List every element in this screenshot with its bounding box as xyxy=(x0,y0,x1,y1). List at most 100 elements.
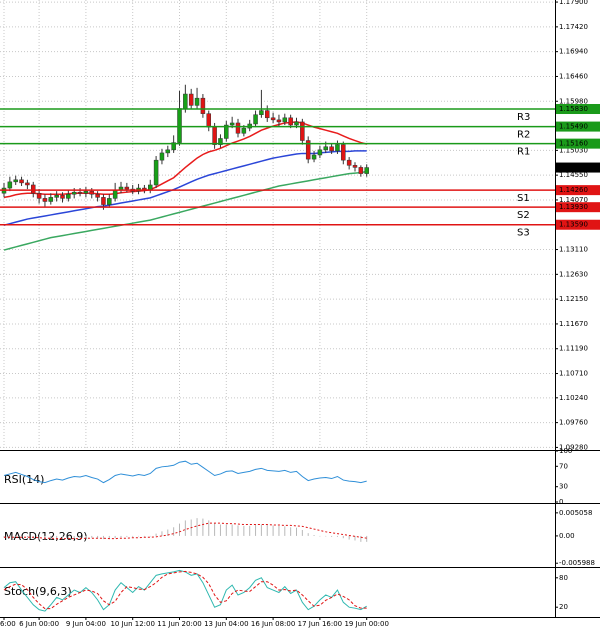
candle-body xyxy=(89,190,94,195)
y-tick-label: 1.16460 xyxy=(559,72,588,80)
pane-title: MACD(12,26,9) xyxy=(4,530,88,543)
candle-body xyxy=(323,146,328,151)
x-tick-label: 16 Jun 08:00 xyxy=(251,620,295,628)
macd-bar xyxy=(173,527,175,536)
current-price-box xyxy=(556,162,600,173)
candle-body xyxy=(300,121,305,141)
candle-body xyxy=(13,179,18,183)
level-price-label: 1.14260 xyxy=(559,186,588,194)
candle-body xyxy=(265,110,270,119)
macd-bar xyxy=(266,524,268,536)
macd-bar xyxy=(325,535,327,537)
macd-bar xyxy=(143,535,145,537)
y-tick-label: 1.10710 xyxy=(559,370,588,378)
macd-bar xyxy=(202,518,204,536)
macd-bar xyxy=(179,523,180,536)
y-tick-label: 1.17420 xyxy=(559,23,588,31)
candle-body xyxy=(235,122,241,134)
y-tick-label: 1.13110 xyxy=(559,246,588,254)
macd-bar xyxy=(102,535,104,540)
candle-body xyxy=(42,198,48,202)
macd-bar xyxy=(348,535,350,540)
macd-bar xyxy=(79,535,81,539)
moving-average xyxy=(3,121,367,199)
macd-bar xyxy=(313,535,315,536)
level-price-label: 1.15160 xyxy=(559,140,588,148)
macd-bar xyxy=(91,535,93,538)
candle-body xyxy=(335,144,340,152)
candle-body xyxy=(165,149,171,154)
candle-body xyxy=(305,140,311,160)
macd-bar xyxy=(249,525,251,536)
level-price-box xyxy=(556,138,600,149)
macd-bar xyxy=(114,535,116,539)
y-tick-label: 1.17900 xyxy=(559,0,588,6)
candle-body xyxy=(241,127,247,134)
macd-bar xyxy=(97,535,99,539)
y-tick-label: 1.16940 xyxy=(559,48,588,56)
x-tick-label: 13 Jun 04:00 xyxy=(204,620,248,628)
candle-body xyxy=(112,189,118,199)
macd-bar xyxy=(342,535,344,539)
y-tick-label: 1.12630 xyxy=(559,270,588,278)
candle-body xyxy=(218,138,223,145)
candle-body xyxy=(346,159,352,166)
macd-bar xyxy=(231,524,233,536)
candle-body xyxy=(253,114,258,125)
y-tick-label: 30 xyxy=(559,483,568,491)
macd-bar xyxy=(225,524,227,536)
y-tick-label: 0.005058 xyxy=(559,509,592,517)
candle-body xyxy=(194,97,200,106)
level-name: R3 xyxy=(517,112,530,123)
macd-bar xyxy=(85,535,87,538)
y-tick-label: 70 xyxy=(559,462,568,470)
macd-bar xyxy=(278,525,280,536)
candle-body xyxy=(153,159,159,186)
macd-bar xyxy=(331,535,333,537)
macd-bar xyxy=(120,535,122,538)
y-tick-label: 1.10240 xyxy=(559,394,588,402)
candle-body xyxy=(229,122,235,126)
y-tick-label: 1.14070 xyxy=(559,196,588,204)
macd-bar xyxy=(161,531,163,536)
macd-bar xyxy=(237,525,239,536)
macd-bar xyxy=(290,527,292,536)
candle-body xyxy=(54,195,59,198)
level-price-label: 1.15830 xyxy=(559,105,588,113)
x-tick-label: 6 Jun 00:00 xyxy=(19,620,59,628)
candle-body xyxy=(329,146,334,152)
candle-body xyxy=(19,179,24,184)
macd-bar xyxy=(219,524,221,536)
level-price-box xyxy=(556,104,600,115)
candle-body xyxy=(206,113,211,128)
candle-body xyxy=(364,167,369,174)
candle-body xyxy=(107,198,112,205)
y-tick-label: 80 xyxy=(559,574,568,582)
level-name: R2 xyxy=(517,130,530,141)
candle-body xyxy=(358,167,364,174)
macd-bar xyxy=(149,535,151,537)
candle-body xyxy=(7,181,13,189)
candle-body xyxy=(148,184,153,191)
x-tick-label: 6:00 xyxy=(0,620,16,628)
candle-body xyxy=(66,194,71,199)
macd-bar xyxy=(360,535,362,542)
candle-body xyxy=(159,152,165,161)
x-tick-label: 19 Jun 00:00 xyxy=(344,620,388,628)
macd-bar xyxy=(132,535,134,537)
candle-body xyxy=(48,197,54,202)
candle-body xyxy=(36,192,42,199)
macd-bar xyxy=(126,535,128,537)
candle-body xyxy=(341,144,346,161)
candle-body xyxy=(311,154,317,160)
level-price-label: 1.15490 xyxy=(559,123,588,131)
macd-bar xyxy=(62,535,63,540)
candle-body xyxy=(95,194,100,198)
candle-body xyxy=(25,182,30,186)
candle-body xyxy=(282,117,288,123)
level-name: S3 xyxy=(517,228,530,239)
x-tick-label: 10 Jun 12:00 xyxy=(110,620,154,628)
y-tick-label: 1.11670 xyxy=(559,320,588,328)
